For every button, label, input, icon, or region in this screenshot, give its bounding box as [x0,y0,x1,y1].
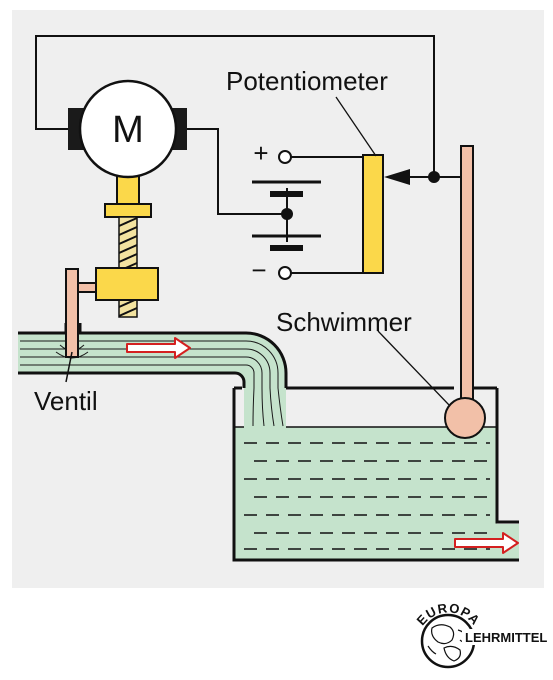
motor-symbol [78,79,178,179]
float-ball [444,397,486,439]
water-hatching [244,442,490,550]
wire-motor-battery [187,128,287,215]
valve-pointer [65,351,73,383]
motor: M [68,79,187,179]
valve-arm [77,282,97,293]
potentiometer-wiper [384,169,410,185]
wiper-junction [428,171,440,183]
potentiometer-label: Potentiometer [226,66,388,96]
tank-wall [232,386,519,562]
tank-water [234,427,497,560]
float-leader [377,330,451,407]
terminal-plus [278,150,292,164]
pipe-wall-inner [18,371,246,388]
screw-drive [95,171,159,318]
screw-nut [95,267,159,301]
battery: + − [251,138,321,285]
potentiometer [335,96,440,274]
potentiometer-body [362,154,384,274]
logo-side-text: LEHRMITTEL [465,630,547,645]
valve [65,268,97,383]
battery-midpoint [281,208,293,220]
float-label: Schwimmer [276,307,412,337]
motor-label: M [112,109,144,151]
outlet-arrow [454,532,519,554]
valve-label: Ventil [34,386,98,416]
terminal-minus [278,266,292,280]
tank [232,386,519,562]
float [377,145,486,439]
publisher-logo: EUROPA LEHRMITTEL [414,600,547,669]
plus-sign: + [253,138,268,168]
coupling [104,203,152,218]
pipe-streamlines [20,340,284,427]
valve-stem [65,268,79,358]
potentiometer-leader [335,96,377,157]
wire-loop [35,35,435,177]
flow-arrow [126,337,191,359]
logo-text-backing [462,629,544,645]
float-rod [460,145,474,405]
minus-sign: − [251,255,266,285]
